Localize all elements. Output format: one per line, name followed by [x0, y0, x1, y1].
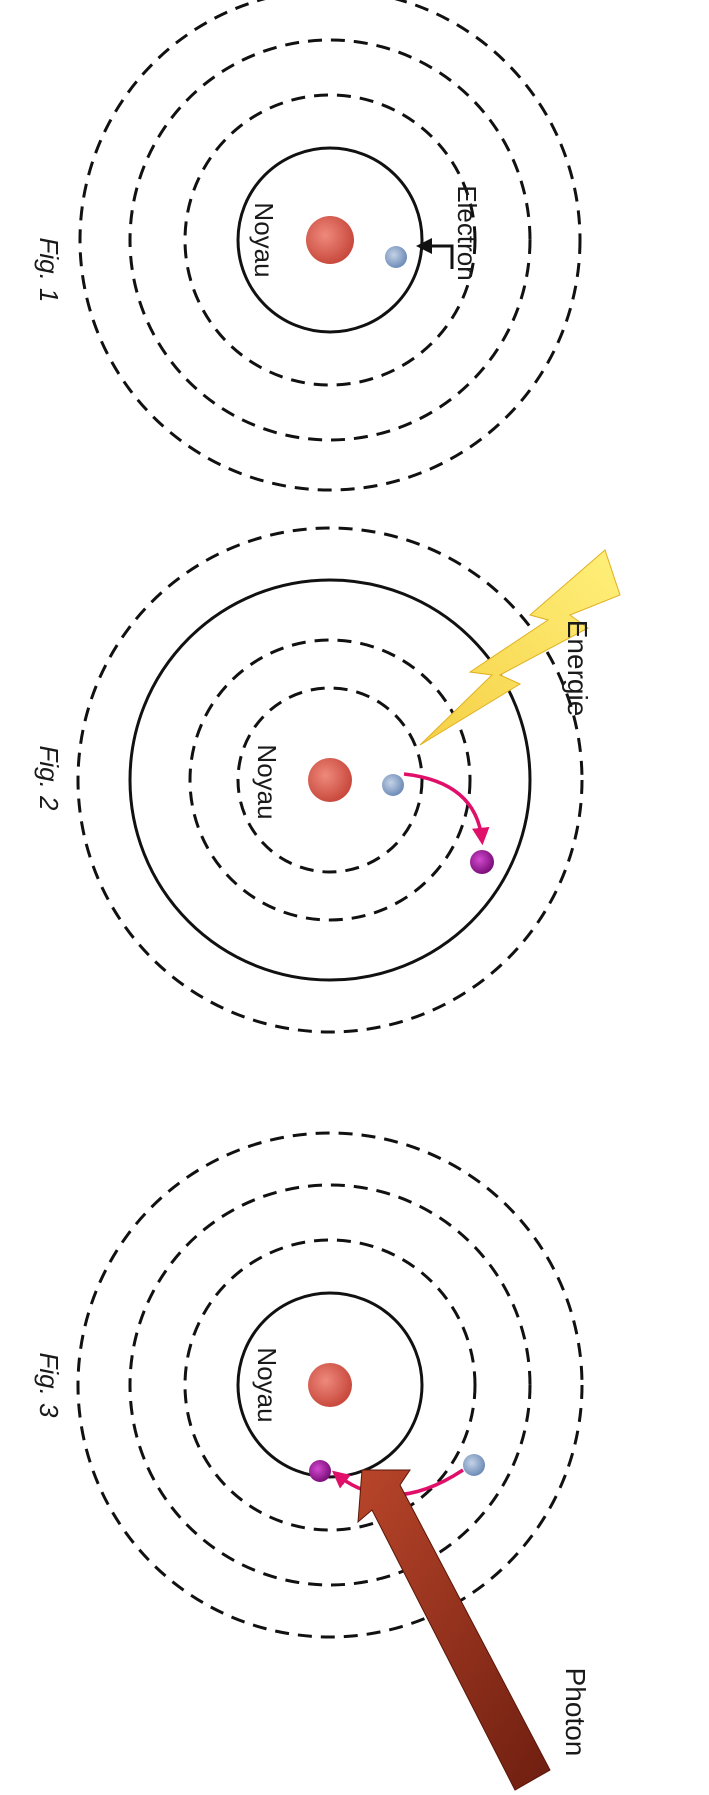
figure-3: Fig. 3 Noyau Photon: [34, 1131, 591, 1791]
orbit-2-dashed: [183, 93, 477, 387]
photon-label: Photon: [560, 1668, 591, 1757]
electron-ground: [309, 1460, 331, 1482]
figure-label: Fig. 2: [34, 745, 64, 811]
nucleus-label: Noyau: [252, 1347, 282, 1422]
orbit-1-solid: [236, 146, 424, 334]
figure-1: Fig. 1 Noyau Electron: [34, 0, 582, 492]
orbit-4-dashed: [78, 0, 582, 492]
nucleus: [308, 1363, 352, 1407]
orbit-3-solid: [128, 578, 532, 982]
electron-ground: [382, 774, 404, 796]
electron-pointer-arrowhead: [416, 238, 432, 254]
electron-excited: [470, 850, 494, 874]
figure-label: Fig. 1: [34, 237, 64, 302]
figure-2: Fig. 2 Noyau Energie: [34, 526, 621, 1034]
orbit-4-dashed: [76, 526, 584, 1034]
nucleus-label: Noyau: [249, 202, 279, 277]
photon-arrow-icon: [357, 1469, 551, 1791]
orbit-3-dashed: [128, 38, 532, 442]
nucleus: [306, 216, 354, 264]
energy-label: Energie: [562, 620, 593, 717]
orbit-1-dashed: [236, 686, 424, 874]
orbit-1-solid: [236, 1291, 424, 1479]
orbit-4-dashed: [76, 1131, 584, 1639]
excitation-arrow: [403, 772, 490, 846]
electron-excited: [463, 1454, 485, 1476]
energy-bolt-icon: [419, 549, 621, 746]
orbit-2-dashed: [188, 638, 472, 922]
orbit-3-dashed: [128, 1183, 532, 1587]
electron-label: Electron: [452, 185, 482, 280]
nucleus: [308, 758, 352, 802]
figure-label: Fig. 3: [34, 1352, 64, 1418]
electron: [385, 246, 407, 268]
nucleus-label: Noyau: [252, 744, 282, 819]
orbit-2-dashed: [183, 1238, 477, 1532]
